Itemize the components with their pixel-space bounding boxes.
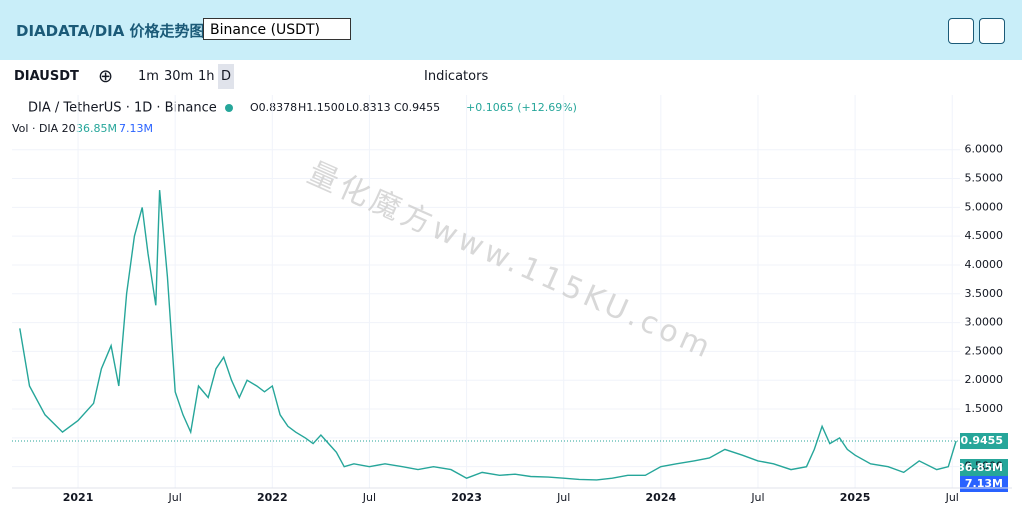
volume-tag-label: 36.85M <box>957 461 1003 474</box>
interval[interactable]: 1h <box>198 69 215 84</box>
y-tick-label: 4.0000 <box>965 258 1004 271</box>
y-tick-label: 4.5000 <box>965 229 1004 242</box>
x-tick-label: 2025 <box>840 491 871 504</box>
x-tick-label: 2021 <box>63 491 94 504</box>
y-tick-label: 5.0000 <box>965 200 1004 213</box>
chart-title: DIA / TetherUS · 1D · Binance <box>28 101 217 116</box>
ohlc-value: C0.9455 <box>394 101 440 114</box>
toolbar: DIAUSDT ⊕ 1m 30m 1h D Indicators <box>0 62 1022 92</box>
y-tick-label: 1.5000 <box>965 402 1004 415</box>
symbol-search[interactable]: DIAUSDT <box>14 69 79 84</box>
y-tick-label: 6.0000 <box>965 143 1004 156</box>
volume-tag <box>960 459 1008 476</box>
line-chart-button[interactable] <box>948 18 974 44</box>
x-tick-label: Jul <box>750 491 764 504</box>
x-tick-label: Jul <box>556 491 570 504</box>
volume-ma-value: 7.13M <box>119 122 153 135</box>
x-tick-label: 2022 <box>257 491 288 504</box>
exchange-select[interactable]: Binance (USDT) <box>203 18 351 40</box>
ohlc-value: L0.8313 <box>346 101 391 114</box>
ohlc-value: O0.8378 <box>250 101 297 114</box>
x-tick-label: Jul <box>945 491 959 504</box>
x-tick-label: Jul <box>168 491 182 504</box>
interval[interactable]: 1m <box>138 69 159 84</box>
y-tick-label: 3.5000 <box>965 287 1004 300</box>
y-tick-label: 0.5000 <box>965 460 1004 473</box>
y-tick-label: 3.0000 <box>965 316 1004 329</box>
x-tick-label: 2024 <box>646 491 677 504</box>
x-tick-label: Jul <box>362 491 376 504</box>
last-price-label: 0.9455 <box>961 434 1003 447</box>
volume-legend: Vol · DIA 20 <box>12 122 76 135</box>
last-price-tag <box>960 433 1008 450</box>
watermark: 量化魔方www.115KU.com <box>302 156 718 367</box>
compare-button[interactable]: ⊕ <box>98 66 114 87</box>
y-tick-label: 2.0000 <box>965 373 1004 386</box>
x-tick-label: 2023 <box>451 491 482 504</box>
bar-chart-button[interactable] <box>979 18 1005 44</box>
ohlc-value: +0.1065 (+12.69%) <box>466 101 577 114</box>
price-line <box>19 190 957 481</box>
volume-ma-tag-label: 7.13M <box>965 477 1003 490</box>
y-tick-label: 2.5000 <box>965 344 1004 357</box>
volume-value: 36.85M <box>76 122 117 135</box>
market-status <box>225 104 233 112</box>
page-title: DIADATA/DIA 价格走势图 <box>16 22 205 40</box>
interval[interactable]: D <box>218 64 235 89</box>
ohlc-value: H1.1500 <box>298 101 345 114</box>
indicators-button[interactable]: Indicators <box>424 69 489 84</box>
y-tick-label: 5.5000 <box>965 172 1004 185</box>
header: DIADATA/DIA 价格走势图 Binance (USDT) <box>0 0 1022 60</box>
chart: DIA / TetherUS · 1D · Binance Vol · DIA … <box>12 95 1012 504</box>
interval[interactable]: 30m <box>164 69 194 84</box>
